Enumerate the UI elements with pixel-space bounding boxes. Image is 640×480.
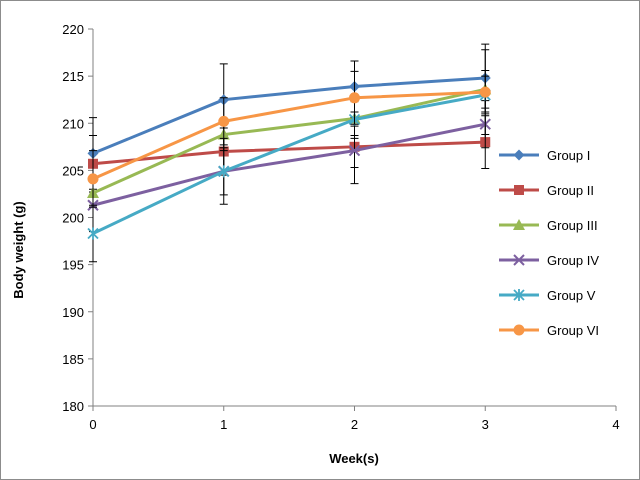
- series-line: [92, 140, 486, 166]
- legend-item: Group V: [499, 288, 596, 303]
- legend-marker: [513, 219, 525, 230]
- x-tick-labels: 0 1 2 3 4: [89, 406, 620, 432]
- series-line: [92, 90, 486, 181]
- data-point: [87, 227, 99, 240]
- y-tick-label: 195: [62, 258, 84, 273]
- legend-label: Group VI: [547, 323, 599, 338]
- y-tick-label: 210: [62, 116, 84, 131]
- series-3: [87, 69, 492, 208]
- legend-item: Group II: [499, 183, 594, 198]
- legend-item: Group I: [499, 148, 590, 163]
- series-line: [92, 76, 486, 155]
- legend-label: Group V: [547, 288, 596, 303]
- y-tick-label: 180: [62, 399, 84, 414]
- legend-label: Group III: [547, 218, 598, 233]
- legend-marker: [514, 185, 524, 195]
- y-tick-label: 215: [62, 69, 84, 84]
- series-4: [87, 100, 491, 233]
- legend-label: Group I: [547, 148, 590, 163]
- series-line: [92, 87, 486, 195]
- data-point: [349, 92, 360, 104]
- y-tick-label: 185: [62, 352, 84, 367]
- x-tick-label: 4: [612, 417, 619, 432]
- y-tick-label: 190: [62, 305, 84, 320]
- legend-item: Group IV: [499, 253, 599, 268]
- legend-item: Group VI: [499, 323, 599, 338]
- data-point: [348, 144, 361, 157]
- legend-marker: [513, 324, 525, 336]
- x-tick-label: 3: [482, 417, 489, 432]
- legend-marker: [513, 289, 525, 301]
- x-tick-label: 2: [351, 417, 358, 432]
- data-point: [218, 165, 230, 178]
- y-tick-label: 200: [62, 211, 84, 226]
- series-line: [92, 122, 486, 207]
- data-point: [87, 173, 99, 185]
- series-layer: [87, 43, 492, 263]
- y-axis-title: Body weight (g): [11, 201, 26, 299]
- y-tick-label: 220: [62, 22, 84, 37]
- legend-marker: [513, 149, 525, 161]
- y-tick-label: 205: [62, 163, 84, 178]
- series-line: [92, 93, 486, 235]
- data-point: [479, 86, 491, 98]
- legend-label: Group IV: [547, 253, 599, 268]
- legend-item: Group III: [499, 218, 598, 233]
- legend: Group I Group II Group III Group IV Group V G…: [499, 148, 599, 338]
- y-tick-labels: 180 185 190 195 200 205 210 215 220: [62, 22, 93, 414]
- legend-label: Group II: [547, 183, 594, 198]
- legend-marker: [513, 254, 525, 266]
- x-tick-label: 1: [220, 417, 227, 432]
- x-axis-title: Week(s): [329, 451, 379, 466]
- series-6: [87, 49, 491, 208]
- x-tick-label: 0: [89, 417, 96, 432]
- data-point: [218, 115, 230, 127]
